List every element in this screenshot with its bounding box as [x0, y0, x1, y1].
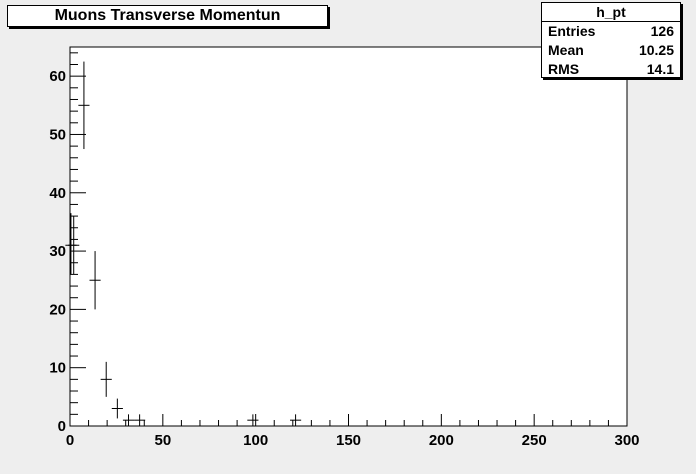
stats-row-mean: Mean 10.25 — [542, 41, 680, 60]
plot-title: Muons Transverse Momentun — [7, 5, 328, 27]
stats-row-entries: Entries 126 — [542, 22, 680, 41]
y-tick-label: 60 — [49, 68, 66, 85]
x-tick-label: 0 — [66, 432, 74, 449]
x-tick-label: 300 — [614, 432, 639, 449]
stats-box: h_pt Entries 126 Mean 10.25 RMS 14.1 — [541, 2, 681, 78]
y-tick-label: 10 — [49, 360, 66, 377]
data-point — [111, 398, 123, 419]
data-point — [89, 251, 101, 310]
y-tick-label: 0 — [58, 418, 66, 435]
stats-label: RMS — [548, 61, 580, 77]
data-point — [122, 414, 135, 426]
x-tick-label: 200 — [429, 432, 454, 449]
data-point — [100, 361, 112, 397]
x-tick-label: 150 — [336, 432, 361, 449]
stats-label: Mean — [548, 42, 584, 58]
stats-row-rms: RMS 14.1 — [542, 60, 680, 79]
y-tick-label: 40 — [49, 185, 66, 202]
data-point — [247, 414, 259, 426]
y-tick-label: 20 — [49, 301, 66, 318]
stats-label: Entries — [548, 23, 596, 39]
stats-value: 14.1 — [646, 61, 674, 77]
stats-value: 126 — [650, 23, 674, 39]
x-tick-label: 100 — [243, 432, 268, 449]
y-tick-label: 50 — [49, 126, 66, 143]
y-tick-label: 30 — [49, 243, 66, 260]
stats-value: 10.25 — [638, 42, 674, 58]
plot-frame — [69, 46, 628, 427]
data-point — [78, 61, 90, 150]
stats-histogram-name: h_pt — [542, 3, 680, 22]
data-point — [134, 414, 146, 426]
x-tick-label: 250 — [522, 432, 547, 449]
data-point — [68, 216, 80, 275]
x-tick-label: 50 — [154, 432, 171, 449]
data-point — [290, 414, 302, 426]
